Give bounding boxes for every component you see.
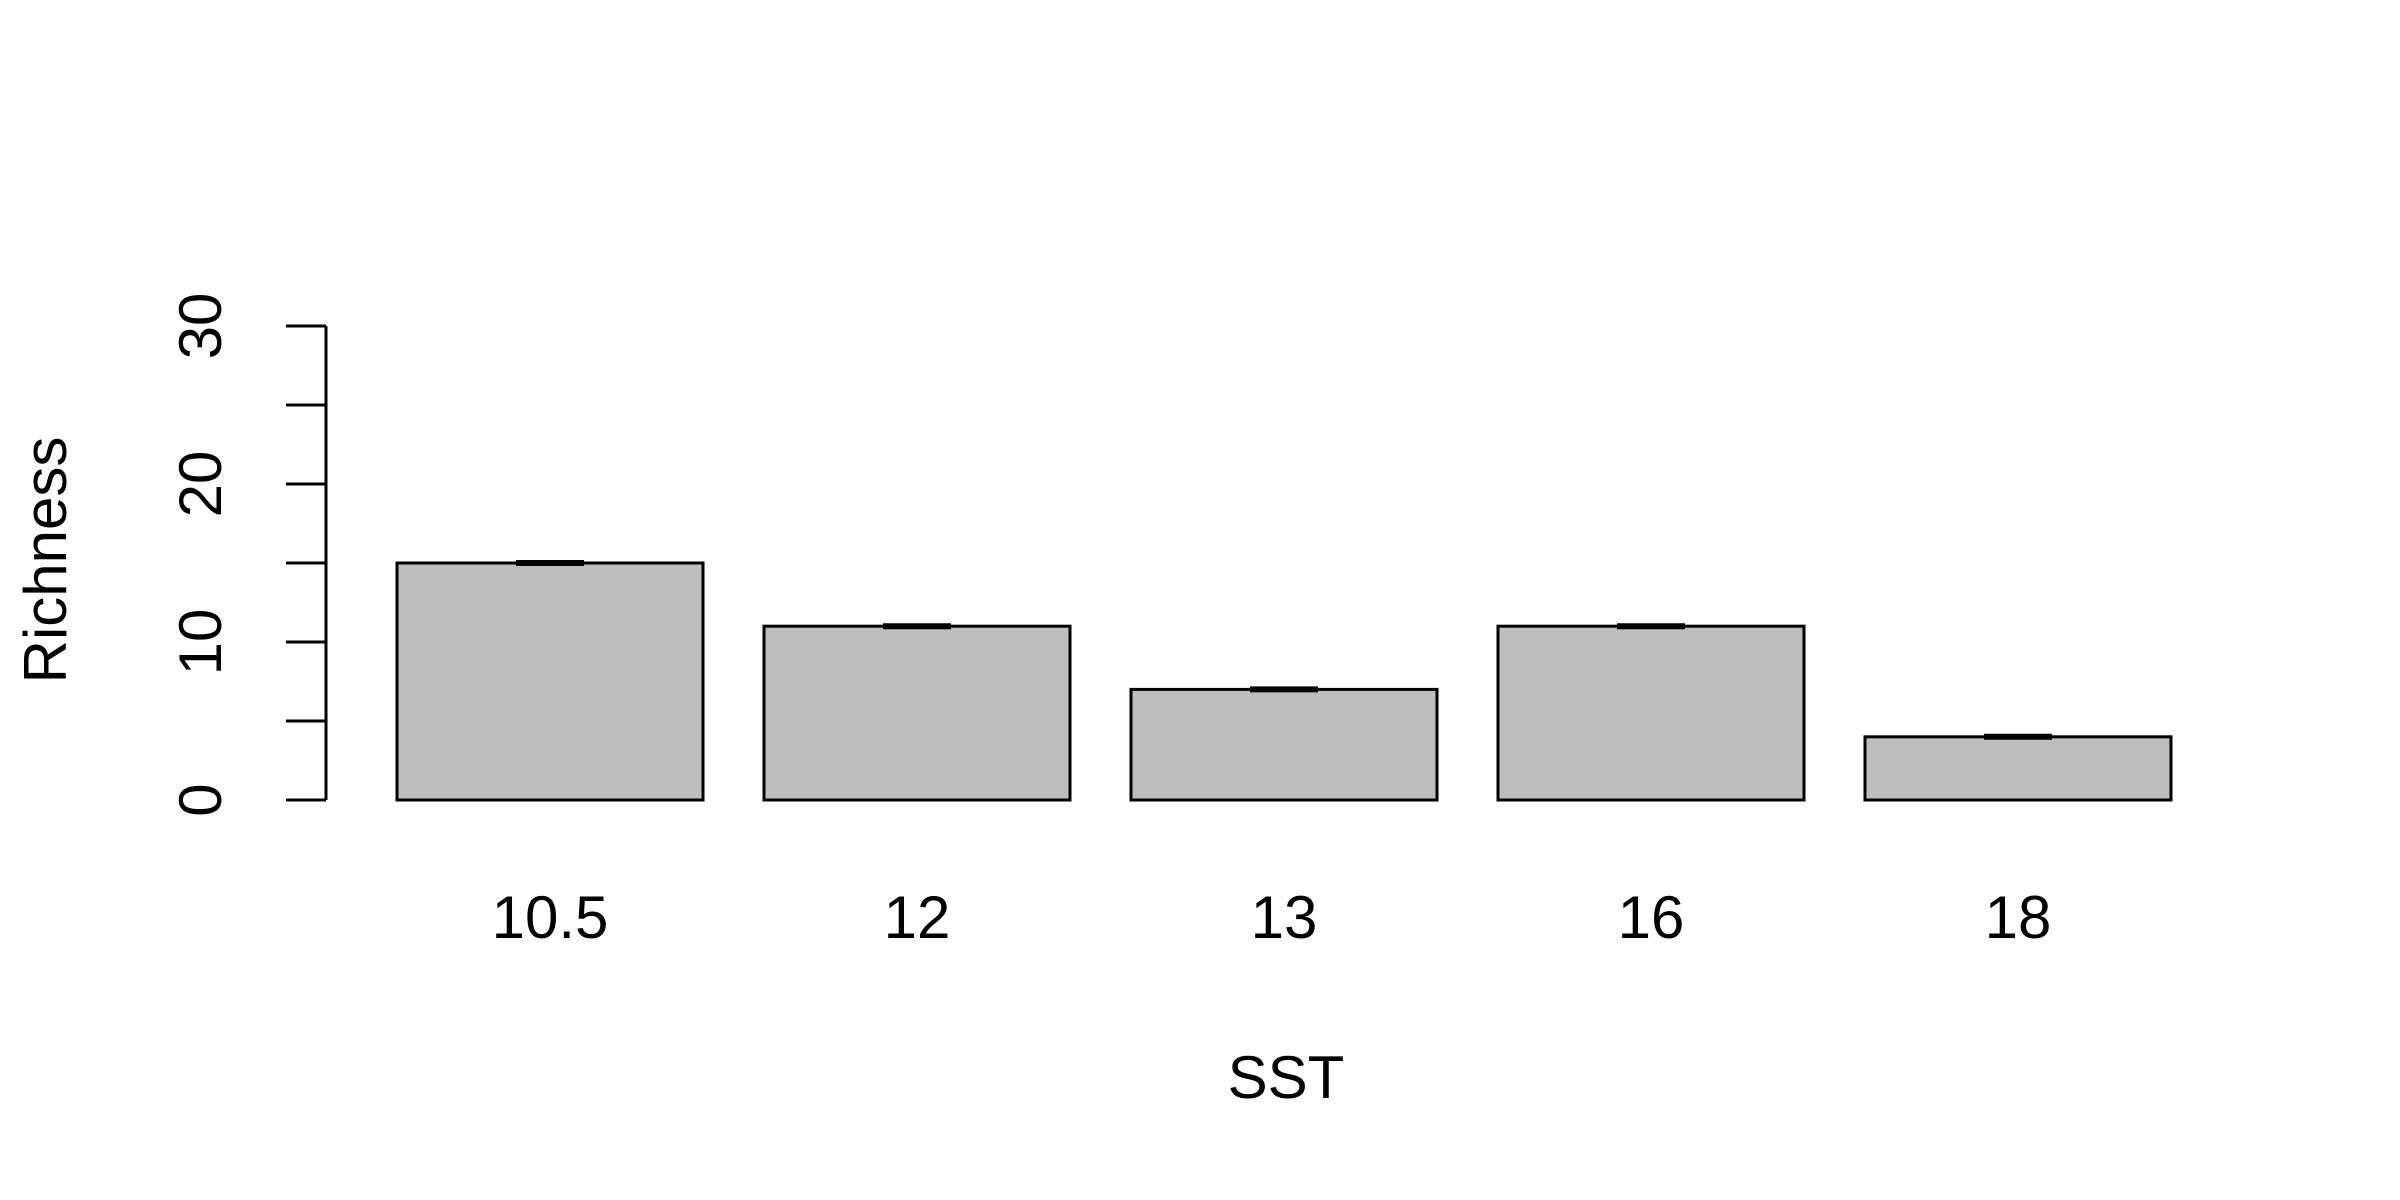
- x-tick-label-12: 12: [884, 884, 951, 951]
- y-tick-label-30: 30: [167, 293, 234, 360]
- y-axis-title: Richness: [12, 437, 79, 684]
- bar-16: [1496, 624, 1806, 802]
- bar-12: [762, 624, 1072, 802]
- y-axis: 0 10 20 30: [167, 293, 328, 817]
- x-tick-label-10.5: 10.5: [492, 884, 609, 951]
- x-tick-label-16: 16: [1618, 884, 1685, 951]
- bar-13: [1129, 687, 1439, 802]
- y-tick-label-20: 20: [167, 451, 234, 518]
- y-tick-label-10: 10: [167, 609, 234, 676]
- y-tick-label-0: 0: [167, 783, 234, 816]
- x-axis-labels: 10.5 12 13 16 18: [492, 884, 2052, 951]
- bar-18: [1863, 735, 2173, 802]
- error-bars-group: [516, 560, 2052, 740]
- x-tick-label-13: 13: [1251, 884, 1318, 951]
- x-tick-label-18: 18: [1985, 884, 2052, 951]
- x-axis-title: SST: [1228, 1044, 1345, 1111]
- bar-10.5: [395, 561, 705, 802]
